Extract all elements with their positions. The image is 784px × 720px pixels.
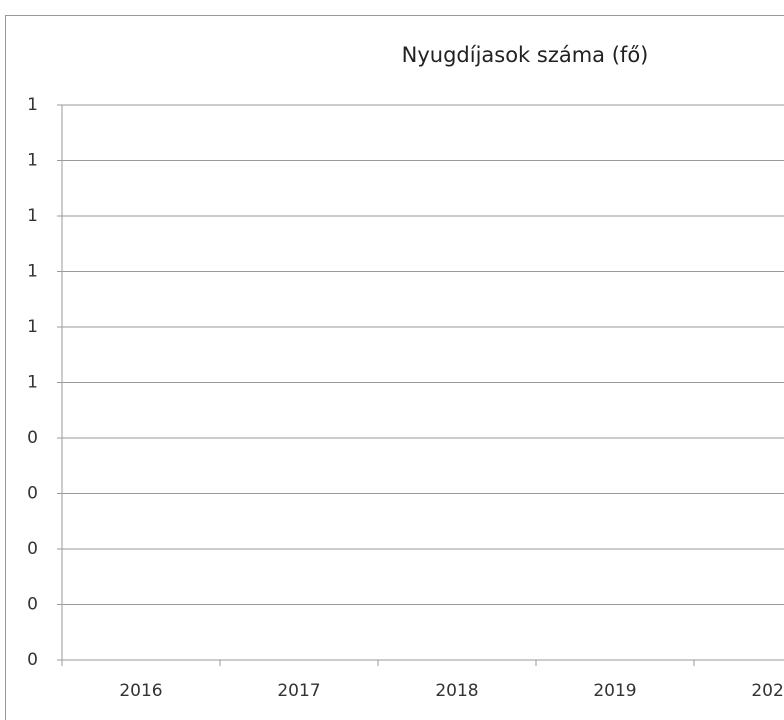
y-tick-label: 1 <box>27 151 38 171</box>
y-tick-label: 0 <box>27 595 38 615</box>
x-tick-label: 2016 <box>119 681 162 701</box>
x-tick-label: 2020 <box>751 681 784 701</box>
x-tick-label: 2017 <box>277 681 320 701</box>
y-tick-label: 0 <box>27 428 38 448</box>
y-tick-label: 1 <box>27 95 38 115</box>
x-tick-label: 2018 <box>435 681 478 701</box>
y-tick-label: 0 <box>27 484 38 504</box>
y-tick-label: 1 <box>27 262 38 282</box>
y-tick-label: 1 <box>27 206 38 226</box>
y-tick-label: 1 <box>27 373 38 393</box>
y-tick-label: 1 <box>27 317 38 337</box>
y-tick-label: 0 <box>27 650 38 670</box>
chart-title: Nyugdíjasok száma (fő) <box>402 43 649 67</box>
chart-frame <box>5 15 784 720</box>
x-tick-label: 2019 <box>593 681 636 701</box>
y-tick-label: 0 <box>27 539 38 559</box>
